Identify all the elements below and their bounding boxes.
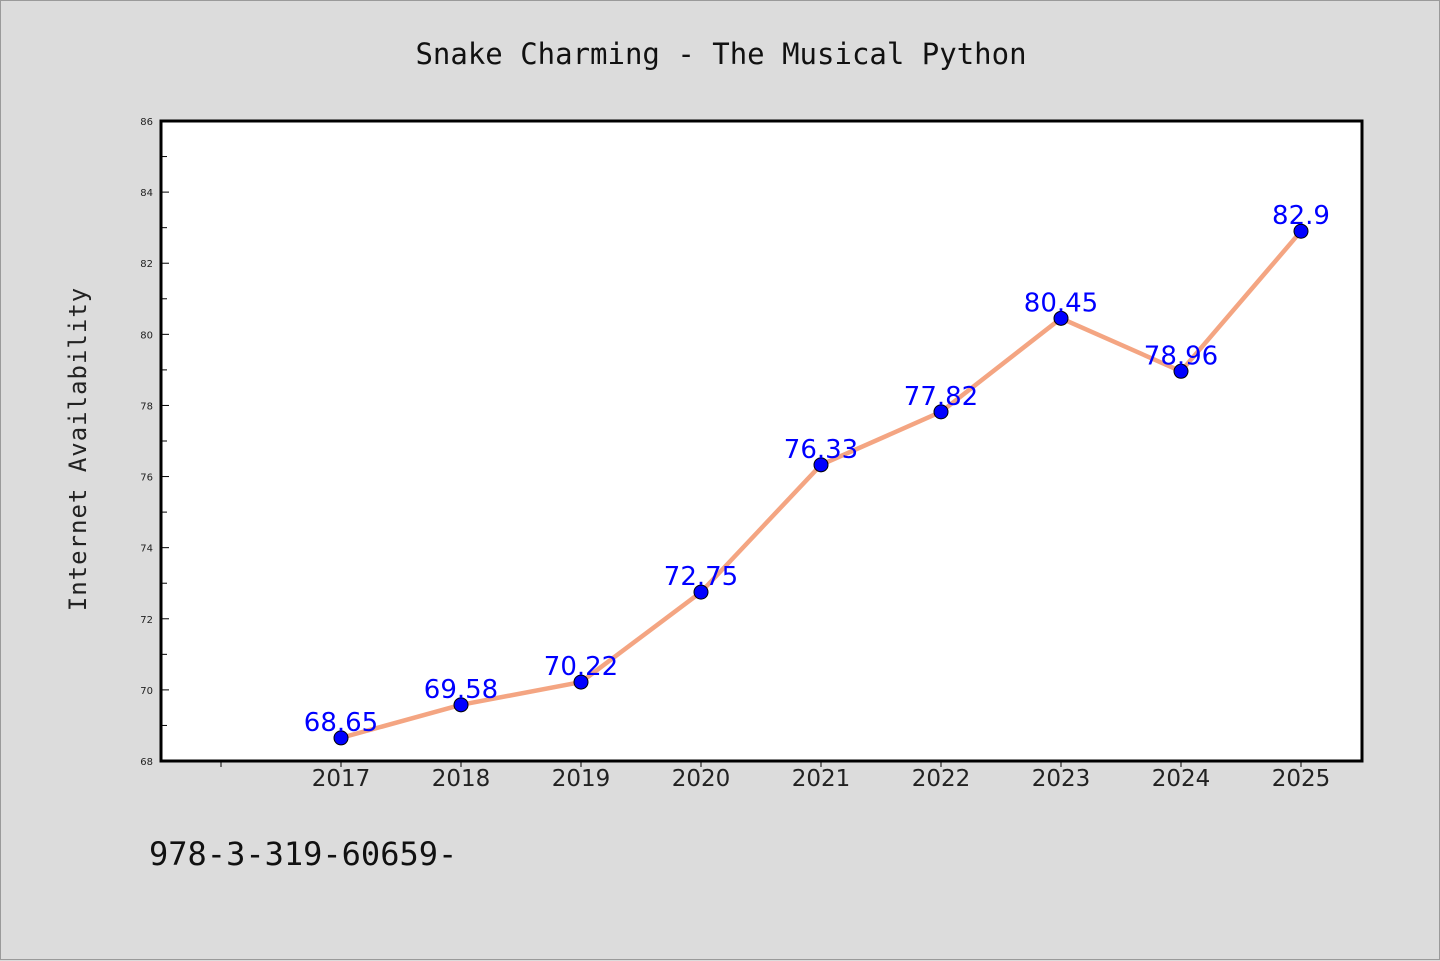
y-tick-label: 82 bbox=[140, 259, 153, 270]
y-tick-label: 80 bbox=[140, 330, 153, 341]
data-label: 80.45 bbox=[1024, 288, 1098, 318]
x-tick-label: 2024 bbox=[1152, 766, 1211, 792]
y-tick-label: 78 bbox=[140, 401, 153, 412]
data-point bbox=[333, 730, 349, 746]
data-label: 78.96 bbox=[1144, 341, 1218, 371]
data-label: 69.58 bbox=[424, 675, 498, 705]
y-tick-label: 72 bbox=[140, 615, 153, 626]
data-point bbox=[573, 674, 589, 690]
data-point bbox=[1053, 310, 1069, 326]
x-tick-label: 2020 bbox=[672, 766, 731, 792]
y-tick-label: 68 bbox=[140, 757, 153, 768]
data-point bbox=[1293, 223, 1309, 239]
y-tick-label: 70 bbox=[140, 686, 153, 697]
plot-border bbox=[159, 119, 1364, 763]
y-tick-label: 86 bbox=[140, 117, 153, 128]
data-label: 76.33 bbox=[784, 435, 858, 465]
x-tick-label: 2019 bbox=[552, 766, 611, 792]
y-axis-label: Internet Availability bbox=[64, 287, 92, 611]
x-tick-label: 2017 bbox=[312, 766, 371, 792]
data-point bbox=[813, 457, 829, 473]
series-group: 68.65 69.58 70.22 72.75 76.33 77.82 80.45 78.96… bbox=[304, 201, 1330, 746]
x-tick-label: 2023 bbox=[1032, 766, 1091, 792]
data-point bbox=[693, 584, 709, 600]
plot-area bbox=[161, 121, 1362, 761]
data-point bbox=[933, 404, 949, 420]
data-label: 77.82 bbox=[904, 382, 978, 412]
y-tick-label: 74 bbox=[140, 544, 153, 555]
chart-title: Snake Charming - The Musical Python bbox=[415, 37, 1026, 71]
data-label: 72.75 bbox=[664, 562, 738, 592]
x-tick-label: 2018 bbox=[432, 766, 491, 792]
data-label: 82.9 bbox=[1272, 201, 1330, 231]
y-tick-label: 76 bbox=[140, 473, 153, 484]
y-axis: 68 70 72 74 76 78 80 82 84 86 bbox=[140, 117, 169, 768]
data-point bbox=[1173, 363, 1189, 379]
data-label: 68.65 bbox=[304, 708, 378, 738]
x-tick-label: 2022 bbox=[912, 766, 971, 792]
data-label: 70.22 bbox=[544, 652, 618, 682]
x-axis: 2017 2018 2019 2020 2021 2022 2023 2024 2025 bbox=[220, 761, 1331, 792]
x-tick-label: 2021 bbox=[792, 766, 851, 792]
data-point bbox=[453, 697, 469, 713]
footnote-text: 978-3-319-60659- bbox=[149, 835, 457, 873]
x-tick-label: 2025 bbox=[1272, 766, 1331, 792]
y-tick-label: 84 bbox=[140, 188, 153, 199]
